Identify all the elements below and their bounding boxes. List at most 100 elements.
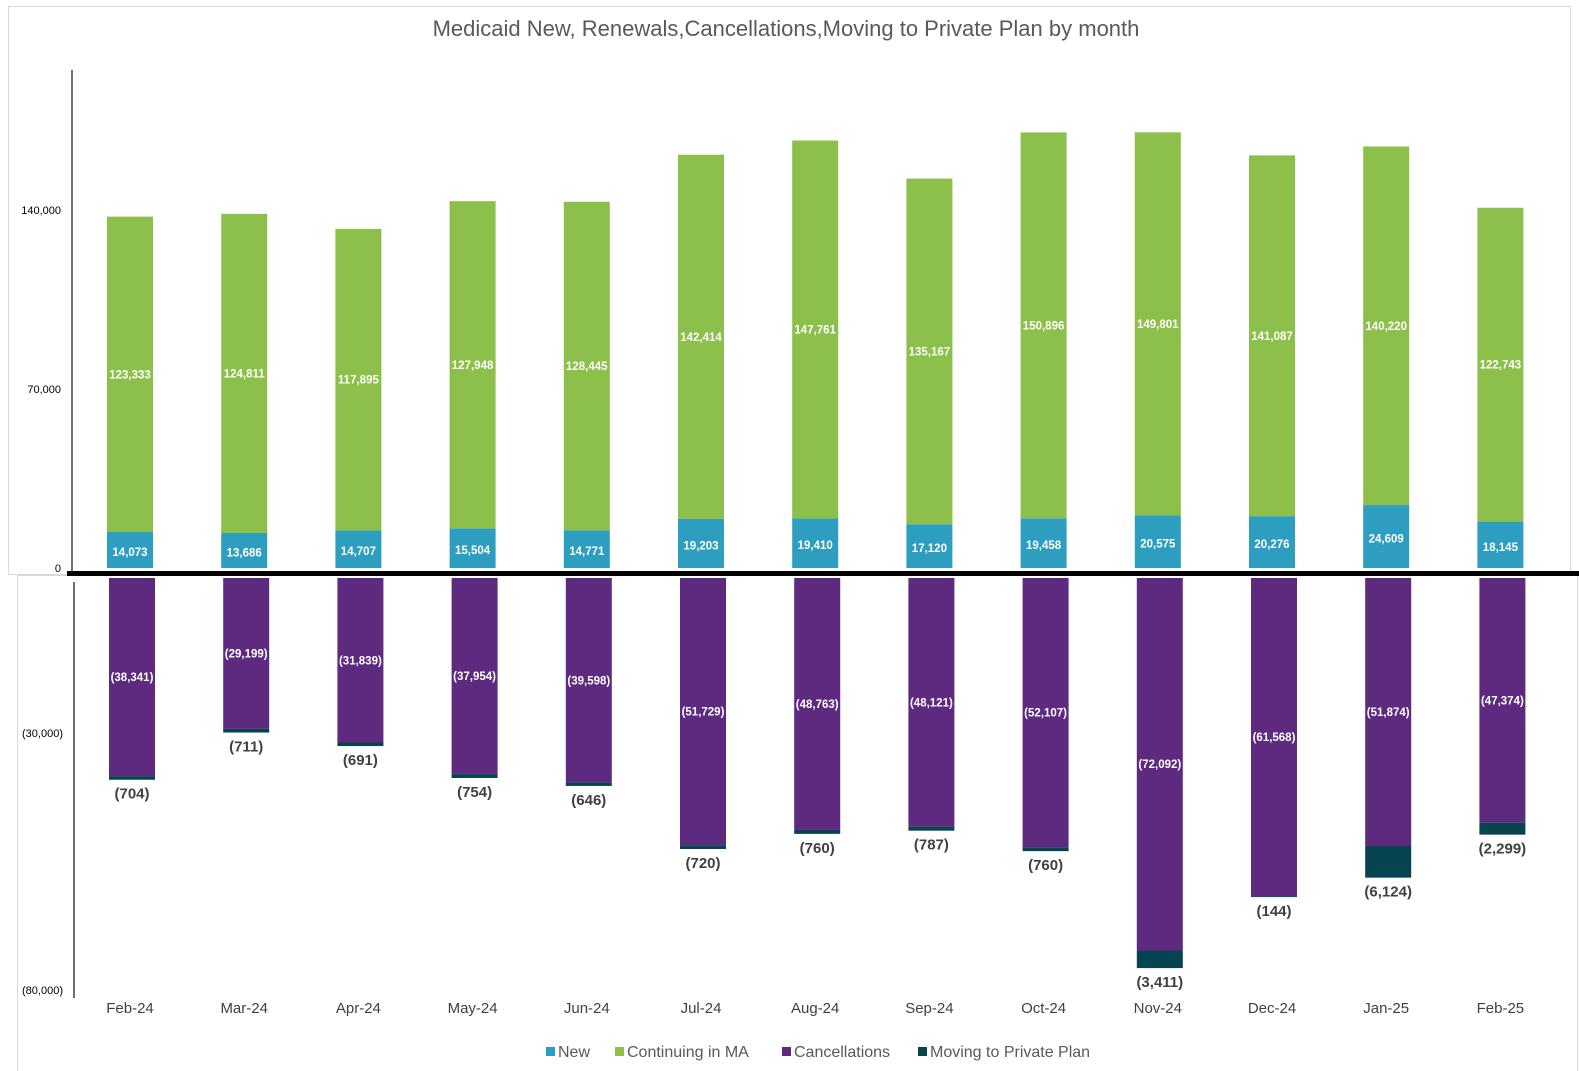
bar-cancellations: [1479, 578, 1526, 823]
data-label-continuing-in-ma: 140,220: [1365, 321, 1407, 333]
data-label-continuing-in-ma: 147,761: [794, 324, 836, 336]
bar-continuing-in-ma: [1477, 207, 1524, 522]
x-tick-label: Feb-25: [1477, 1000, 1525, 1017]
data-label-cancellations: (48,763): [796, 699, 839, 711]
data-label-moving-to-private-plan: (2,299): [1479, 841, 1527, 858]
data-label-continuing-in-ma: 142,414: [680, 332, 722, 344]
x-tick-label: Mar-24: [220, 1000, 268, 1017]
bar-moving-to-private-plan: [109, 776, 155, 780]
data-label-cancellations: (31,839): [339, 655, 382, 667]
data-label-moving-to-private-plan: (144): [1256, 903, 1291, 920]
data-label-new: 14,073: [112, 547, 147, 559]
data-label-moving-to-private-plan: (3,411): [1136, 974, 1183, 991]
data-label-new: 19,458: [1026, 540, 1062, 552]
bar-continuing-in-ma: [1020, 132, 1067, 519]
bar-cancellations: [1136, 578, 1183, 951]
bar-moving-to-private-plan: [1022, 847, 1069, 852]
data-label-moving-to-private-plan: (704): [114, 786, 149, 803]
bar-new: [792, 518, 839, 568]
chart-title: Medicaid New, Renewals,Cancellations,Mov…: [433, 16, 1140, 41]
bar-cancellations: [337, 578, 384, 743]
bar-cancellations: [1251, 578, 1297, 897]
bar-moving-to-private-plan: [1479, 822, 1526, 835]
x-tick-label: Jan-25: [1363, 1000, 1409, 1017]
data-label-cancellations: (52,107): [1024, 708, 1067, 720]
data-label-new: 14,707: [341, 546, 376, 558]
legend-label: Cancellations: [794, 1044, 890, 1061]
bar-moving-to-private-plan: [680, 845, 726, 849]
bar-continuing-in-ma: [678, 154, 724, 519]
x-tick-label: Feb-24: [106, 1000, 154, 1017]
x-tick-label: Dec-24: [1248, 1000, 1296, 1017]
legend: New Continuing in MA Cancellations Moving t…: [546, 1044, 1090, 1061]
bar-new: [335, 530, 382, 568]
data-label-new: 19,203: [683, 540, 718, 552]
bar-moving-to-private-plan: [908, 826, 955, 831]
y-tick-label: (80,000): [22, 985, 63, 997]
bar-cancellations: [794, 578, 841, 830]
bar-continuing-in-ma: [1363, 146, 1410, 506]
data-label-cancellations: (38,341): [111, 672, 154, 684]
bar-continuing-in-ma: [792, 140, 839, 519]
data-label-cancellations: (37,954): [453, 671, 496, 683]
bar-cancellations: [223, 578, 270, 729]
data-label-cancellations: (51,874): [1367, 707, 1410, 719]
data-label-moving-to-private-plan: (646): [571, 792, 606, 809]
bar-moving-to-private-plan: [794, 829, 841, 834]
bar-continuing-in-ma: [221, 213, 268, 534]
bar-moving-to-private-plan: [337, 742, 384, 747]
bar-new: [1363, 505, 1410, 568]
x-tick-label: Jul-24: [681, 1000, 722, 1017]
data-label-cancellations: (29,199): [225, 648, 268, 660]
bar-new: [1020, 518, 1067, 568]
bar-continuing-in-ma: [906, 178, 953, 525]
data-label-continuing-in-ma: 150,896: [1023, 320, 1065, 332]
bar-cancellations: [565, 578, 612, 783]
data-label-new: 17,120: [912, 543, 947, 555]
data-label-new: 20,575: [1140, 539, 1176, 551]
data-label-cancellations: (48,121): [910, 697, 953, 709]
bar-new: [563, 530, 610, 568]
bar-moving-to-private-plan: [223, 728, 270, 733]
x-tick-label: Nov-24: [1134, 1000, 1182, 1017]
data-label-continuing-in-ma: 141,087: [1251, 331, 1293, 343]
data-label-moving-to-private-plan: (760): [1028, 857, 1063, 874]
legend-label: Moving to Private Plan: [930, 1044, 1090, 1061]
data-label-continuing-in-ma: 135,167: [909, 346, 951, 358]
bar-continuing-in-ma: [449, 201, 496, 529]
data-label-new: 15,504: [455, 545, 491, 557]
data-label-moving-to-private-plan: (760): [800, 840, 835, 857]
bar-moving-to-private-plan: [451, 774, 498, 778]
bar-continuing-in-ma: [1134, 132, 1181, 516]
bar-moving-to-private-plan: [1136, 950, 1183, 969]
data-label-moving-to-private-plan: (754): [457, 784, 492, 801]
legend-label: New: [558, 1044, 590, 1061]
x-tick-label: Sep-24: [905, 1000, 953, 1017]
data-label-new: 13,686: [227, 548, 262, 560]
y-tick-label: 140,000: [21, 205, 61, 217]
data-label-cancellations: (72,092): [1138, 759, 1181, 771]
panel-divider: [67, 571, 1579, 576]
bar-moving-to-private-plan: [1365, 846, 1412, 878]
bar-cancellations: [1022, 578, 1069, 848]
bar-new: [1134, 515, 1181, 568]
bar-moving-to-private-plan: [565, 782, 612, 786]
x-tick-label: Apr-24: [336, 1000, 381, 1017]
legend-swatch: [782, 1047, 791, 1056]
data-label-continuing-in-ma: 117,895: [338, 375, 380, 387]
data-label-cancellations: (47,374): [1481, 695, 1524, 707]
bar-continuing-in-ma: [335, 228, 382, 531]
data-label-new: 19,410: [798, 540, 833, 552]
data-label-continuing-in-ma: 149,801: [1137, 319, 1179, 331]
bar-moving-to-private-plan: [1251, 896, 1297, 898]
bar-cancellations: [451, 578, 498, 775]
data-label-moving-to-private-plan: (6,124): [1364, 884, 1412, 901]
legend-item: Cancellations: [782, 1044, 890, 1061]
legend-item: Continuing in MA: [615, 1044, 749, 1061]
data-label-new: 18,145: [1483, 542, 1519, 554]
y-tick-label: 70,000: [27, 384, 61, 396]
legend-swatch: [615, 1047, 624, 1056]
bar-cancellations: [680, 578, 726, 846]
x-tick-label: May-24: [448, 1000, 498, 1017]
bar-new: [1249, 516, 1295, 568]
